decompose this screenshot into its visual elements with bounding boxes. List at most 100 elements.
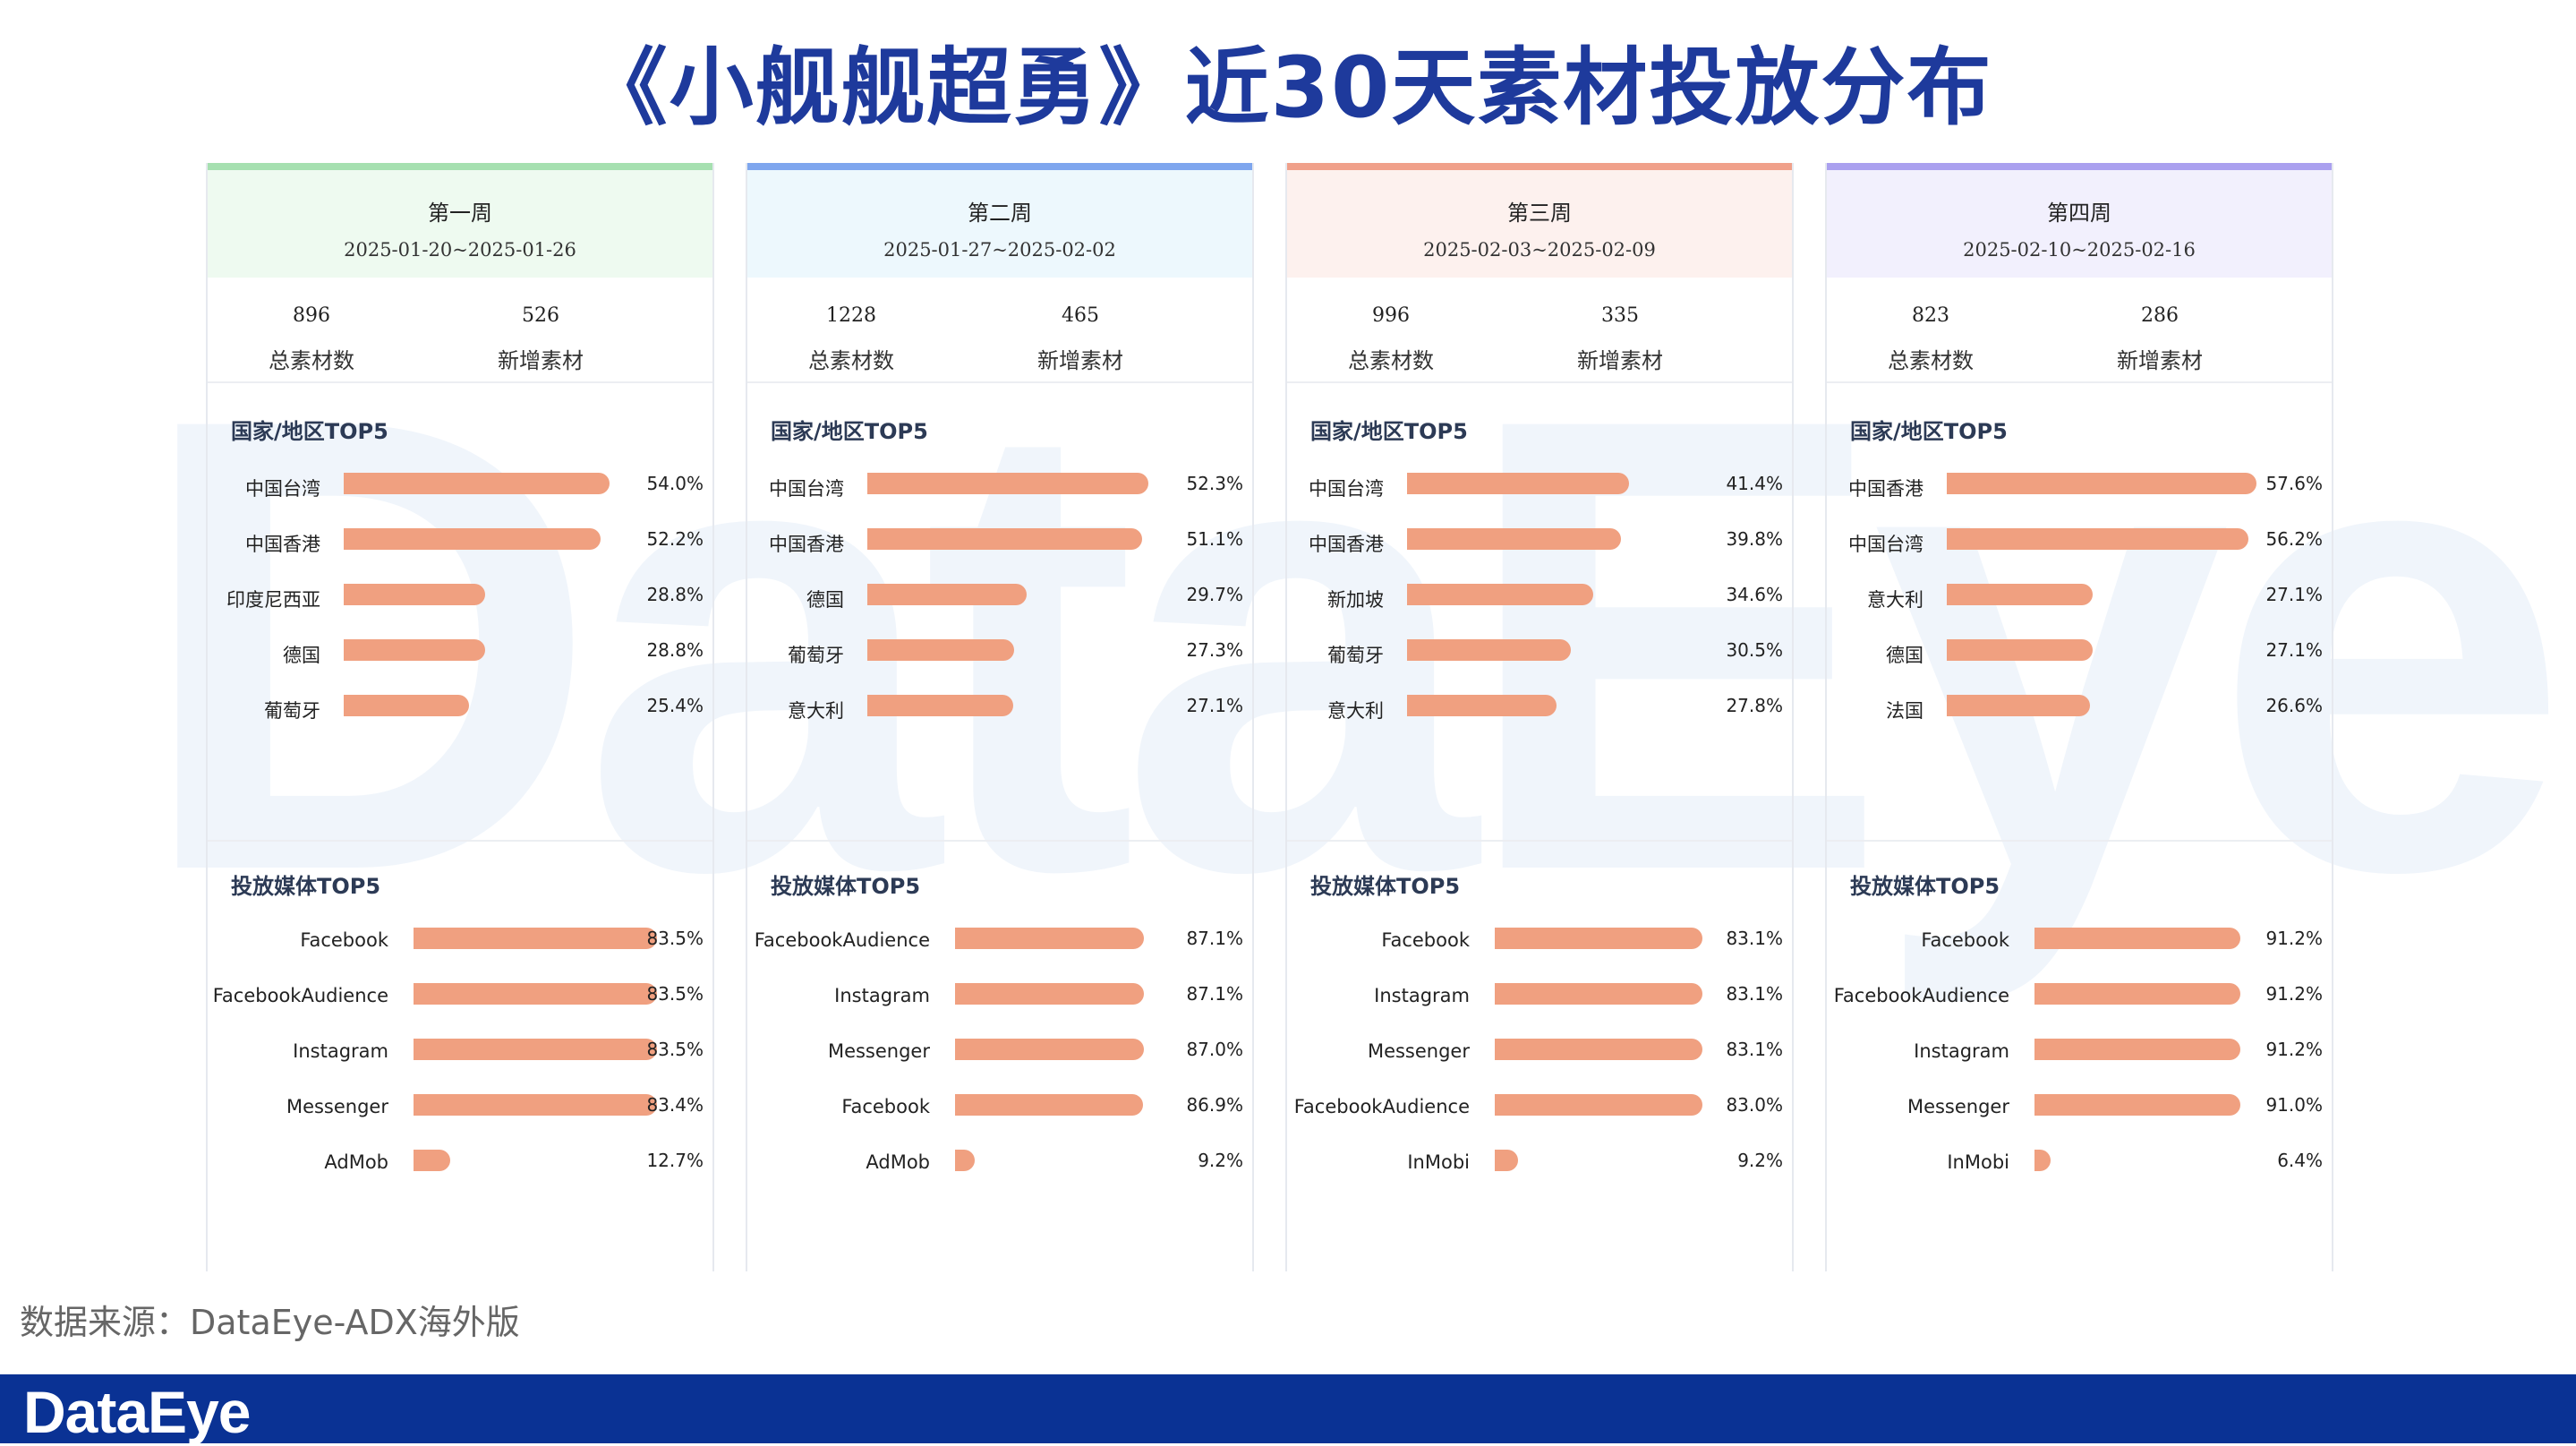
section-divider xyxy=(1827,840,2332,842)
media-bar xyxy=(414,928,657,949)
media-value: 91.2% xyxy=(2265,983,2323,1005)
region-label: 中国香港 xyxy=(1848,478,1923,500)
region-value: 27.3% xyxy=(1186,639,1243,661)
week-stats: 1228 总素材数 465 新增素材 xyxy=(747,278,1252,383)
media-label: AdMob xyxy=(324,1151,388,1173)
region-bar xyxy=(867,528,1142,550)
media-value: 91.0% xyxy=(2265,1094,2323,1116)
week-stats: 996 总素材数 335 新增素材 xyxy=(1287,278,1792,383)
media-section-title: 投放媒体TOP5 xyxy=(1850,874,2000,899)
region-label: 中国香港 xyxy=(1309,534,1384,555)
region-bar xyxy=(344,473,610,494)
region-row: 德国 28.8% xyxy=(208,636,716,672)
media-label: Messenger xyxy=(1367,1040,1470,1062)
media-value: 6.4% xyxy=(2277,1150,2323,1171)
stat-label: 新增素材 xyxy=(1037,348,1123,373)
media-bar xyxy=(1495,983,1702,1005)
media-bar xyxy=(2034,1039,2240,1060)
media-bar xyxy=(2034,983,2240,1005)
media-label: FacebookAudience xyxy=(754,929,930,951)
media-bar xyxy=(1495,1094,1702,1116)
region-value: 51.1% xyxy=(1186,528,1243,550)
region-row: 中国台湾 54.0% xyxy=(208,469,716,505)
stat-label: 总素材数 xyxy=(808,348,894,373)
region-label: 德国 xyxy=(1886,645,1923,666)
region-value: 27.1% xyxy=(2265,639,2323,661)
media-label: Facebook xyxy=(1921,929,2009,951)
region-bar xyxy=(344,695,469,716)
new-creatives-stat: 526 新增素材 xyxy=(451,304,630,374)
new-creatives-stat: 335 新增素材 xyxy=(1531,304,1710,374)
media-value: 12.7% xyxy=(646,1150,704,1171)
media-label: Instagram xyxy=(293,1040,388,1062)
region-label: 意大利 xyxy=(1327,700,1384,722)
media-value: 83.5% xyxy=(646,983,704,1005)
stat-value: 996 xyxy=(1372,304,1410,327)
region-row: 中国香港 52.2% xyxy=(208,525,716,560)
media-row: InMobi 9.2% xyxy=(1287,1146,1796,1182)
region-section-title: 国家/地区TOP5 xyxy=(1310,419,1468,444)
week-date-range: 2025-02-03~2025-02-09 xyxy=(1423,239,1656,261)
region-label: 葡萄牙 xyxy=(1327,645,1384,666)
media-value: 87.1% xyxy=(1186,928,1243,949)
media-label: Messenger xyxy=(1906,1096,2009,1117)
region-label: 中国香港 xyxy=(769,534,844,555)
week-card-1: 第一周 2025-01-20~2025-01-26 896 总素材数 526 新增素材 国家… xyxy=(206,163,714,1271)
region-value: 41.4% xyxy=(1726,473,1783,494)
section-divider xyxy=(747,840,1252,842)
media-label: Instagram xyxy=(1374,985,1470,1006)
region-label: 德国 xyxy=(806,589,844,611)
media-row: FacebookAudience 83.5% xyxy=(208,980,716,1015)
region-row: 中国香港 57.6% xyxy=(1827,469,2335,505)
region-value: 27.1% xyxy=(1186,695,1243,716)
week-header: 第二周 2025-01-27~2025-02-02 xyxy=(747,163,1252,278)
region-value: 30.5% xyxy=(1726,639,1783,661)
region-value: 28.8% xyxy=(646,584,704,605)
media-row: Instagram 87.1% xyxy=(747,980,1256,1015)
media-value: 87.1% xyxy=(1186,983,1243,1005)
week-card-4: 第四周 2025-02-10~2025-02-16 823 总素材数 286 新增素材 国家… xyxy=(1825,163,2333,1271)
region-bar xyxy=(1947,695,2090,716)
region-bar xyxy=(867,584,1027,605)
week-date-range: 2025-02-10~2025-02-16 xyxy=(1963,239,2196,261)
region-row: 中国香港 51.1% xyxy=(747,525,1256,560)
region-bar xyxy=(1947,473,2256,494)
media-value: 83.0% xyxy=(1726,1094,1783,1116)
media-value: 83.1% xyxy=(1726,1039,1783,1060)
region-row: 德国 27.1% xyxy=(1827,636,2335,672)
region-section-title: 国家/地区TOP5 xyxy=(1850,419,2008,444)
region-value: 57.6% xyxy=(2265,473,2323,494)
week-header: 第一周 2025-01-20~2025-01-26 xyxy=(208,163,712,278)
media-row: Instagram 83.1% xyxy=(1287,980,1796,1015)
media-value: 83.1% xyxy=(1726,928,1783,949)
media-label: Instagram xyxy=(1914,1040,2009,1062)
week-stats: 823 总素材数 286 新增素材 xyxy=(1827,278,2332,383)
region-bar xyxy=(1947,584,2093,605)
region-bar xyxy=(344,639,485,661)
media-label: FacebookAudience xyxy=(1833,985,2009,1006)
media-row: Messenger 91.0% xyxy=(1827,1091,2335,1126)
region-row: 中国台湾 52.3% xyxy=(747,469,1256,505)
stat-label: 新增素材 xyxy=(498,348,584,373)
media-value: 83.5% xyxy=(646,1039,704,1060)
media-bar xyxy=(955,983,1144,1005)
media-value: 91.2% xyxy=(2265,1039,2323,1060)
region-value: 29.7% xyxy=(1186,584,1243,605)
media-value: 83.1% xyxy=(1726,983,1783,1005)
region-label: 中国台湾 xyxy=(769,478,844,500)
media-label: InMobi xyxy=(1407,1151,1470,1173)
media-label: Facebook xyxy=(841,1096,930,1117)
stat-value: 526 xyxy=(522,304,559,327)
media-row: FacebookAudience 87.1% xyxy=(747,924,1256,960)
media-label: FacebookAudience xyxy=(1293,1096,1470,1117)
region-label: 意大利 xyxy=(1867,589,1923,611)
stat-label: 新增素材 xyxy=(1577,348,1663,373)
media-row: Messenger 87.0% xyxy=(747,1035,1256,1071)
region-label: 法国 xyxy=(1886,700,1923,722)
week-name: 第三周 xyxy=(1507,201,1572,226)
region-value: 39.8% xyxy=(1726,528,1783,550)
region-label: 新加坡 xyxy=(1327,589,1384,611)
media-bar xyxy=(955,928,1144,949)
stat-label: 总素材数 xyxy=(1888,348,1974,373)
media-row: Facebook 83.1% xyxy=(1287,924,1796,960)
